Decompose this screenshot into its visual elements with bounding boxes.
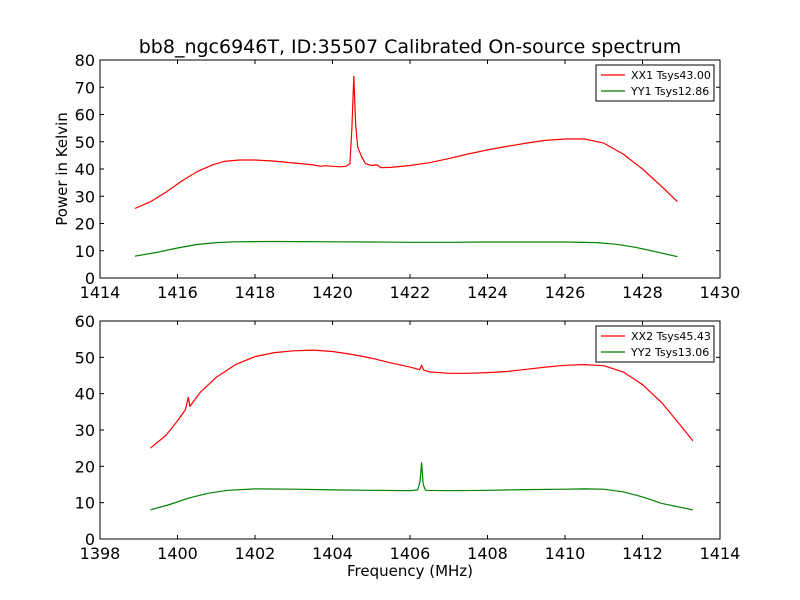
x-tick-label: 1418 bbox=[235, 283, 276, 302]
series-line-2-2 bbox=[150, 462, 694, 511]
chart-title: bb8_ngc6946T, ID:35507 Calibrated On-sou… bbox=[139, 36, 682, 58]
x-tick-label: 1416 bbox=[157, 283, 198, 302]
chart-panel-2: 1398 1400 1402 1404 1406 1408 1410 1412 1414 0 10 2… bbox=[75, 312, 741, 563]
x-tick-label: 1410 bbox=[545, 544, 586, 563]
x-tick-label: 1414 bbox=[700, 544, 741, 563]
y-tick-label: 50 bbox=[75, 133, 95, 152]
x-tick-label: 1430 bbox=[700, 283, 741, 302]
y-tick-label: 20 bbox=[75, 457, 95, 476]
y-tick-label: 60 bbox=[75, 106, 95, 125]
series-line-2-1 bbox=[150, 349, 694, 449]
x-tick-label: 1400 bbox=[157, 544, 198, 563]
x-tick-label: 1398 bbox=[80, 544, 121, 563]
y-tick-label: 0 bbox=[85, 269, 95, 288]
y-tick-label: 10 bbox=[75, 494, 95, 513]
x-tick-label: 1424 bbox=[467, 283, 508, 302]
panels: 1414 1416 1418 1420 1422 1424 1426 1428 1430 0 10 2… bbox=[75, 51, 741, 563]
y-tick-label: 70 bbox=[75, 78, 95, 97]
y-tick-label: 0 bbox=[85, 530, 95, 549]
x-axis-label: Frequency (MHz) bbox=[347, 562, 473, 580]
legend-1: XX1 Tsys43.00 YY1 Tsys12.86 bbox=[595, 64, 715, 102]
x-tick-label: 1408 bbox=[467, 544, 508, 563]
x-tick-label: 1412 bbox=[622, 544, 663, 563]
x-tick-label: 1406 bbox=[390, 544, 431, 563]
y-tick-label: 60 bbox=[75, 312, 95, 331]
legend-box bbox=[595, 325, 715, 363]
legend-2: XX2 Tsys45.43 YY2 Tsys13.06 bbox=[595, 325, 715, 363]
x-tick-label: 1402 bbox=[235, 544, 276, 563]
x-tick-label: 1422 bbox=[390, 283, 431, 302]
y-tick-label: 10 bbox=[75, 242, 95, 261]
legend-entry-2: YY2 Tsys13.06 bbox=[630, 346, 709, 359]
chart-panel-1: 1414 1416 1418 1420 1422 1424 1426 1428 1430 0 10 2… bbox=[75, 51, 741, 302]
y-tick-label: 50 bbox=[75, 348, 95, 367]
x-tick-label: 1414 bbox=[80, 283, 121, 302]
legend-box bbox=[595, 64, 715, 102]
y-tick-label: 30 bbox=[75, 421, 95, 440]
legend-entry-1: XX1 Tsys43.00 bbox=[631, 69, 711, 82]
x-tick-label: 1426 bbox=[545, 283, 586, 302]
y-tick-label: 20 bbox=[75, 215, 95, 234]
series-line-1-1 bbox=[134, 75, 678, 210]
y-tick-label: 40 bbox=[75, 160, 95, 179]
series-line-1-2 bbox=[134, 240, 678, 258]
x-tick-label: 1404 bbox=[312, 544, 353, 563]
legend-entry-2: YY1 Tsys12.86 bbox=[630, 85, 709, 98]
legend-entry-1: XX2 Tsys45.43 bbox=[631, 330, 711, 343]
x-tick-label: 1420 bbox=[312, 283, 353, 302]
y-axis-label: Power in Kelvin bbox=[53, 112, 71, 226]
x-tick-label: 1428 bbox=[622, 283, 663, 302]
y-tick-label: 80 bbox=[75, 51, 95, 70]
y-tick-label: 40 bbox=[75, 385, 95, 404]
y-tick-label: 30 bbox=[75, 187, 95, 206]
